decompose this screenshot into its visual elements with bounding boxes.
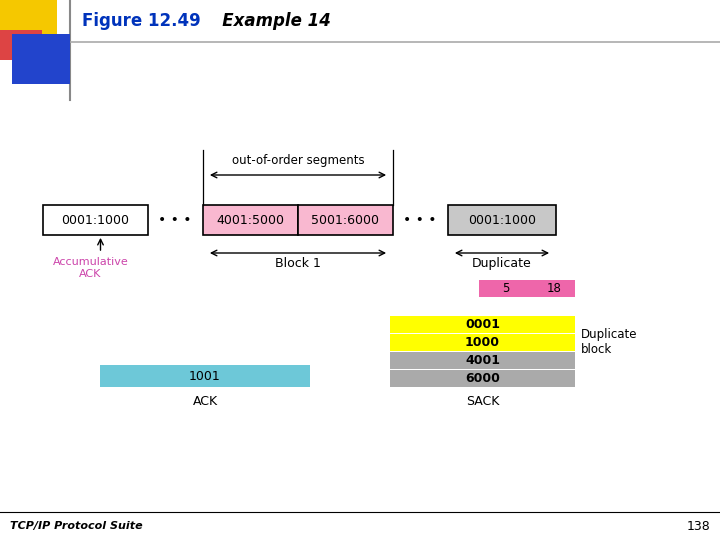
Bar	[43, 205, 148, 235]
Text: 5001:6000: 5001:6000	[312, 213, 379, 226]
Text: SACK: SACK	[466, 395, 499, 408]
Text: Accumulative
ACK: Accumulative ACK	[53, 257, 128, 279]
Bar	[390, 352, 575, 369]
Text: 4001:5000: 4001:5000	[217, 213, 284, 226]
Bar	[390, 334, 575, 351]
Text: ACK: ACK	[192, 395, 217, 408]
Text: 6000: 6000	[465, 372, 500, 385]
Text: 0001:1000: 0001:1000	[468, 213, 536, 226]
Text: • • •: • • •	[158, 213, 192, 227]
Text: • • •: • • •	[403, 213, 437, 227]
Bar	[479, 280, 575, 297]
Text: 0001: 0001	[465, 318, 500, 331]
Text: 138: 138	[686, 519, 710, 532]
Text: Block 1: Block 1	[275, 257, 321, 270]
Text: 4001: 4001	[465, 354, 500, 367]
Text: 1001: 1001	[189, 369, 221, 382]
Text: out-of-order segments: out-of-order segments	[232, 154, 364, 167]
Bar	[12, 34, 70, 84]
Text: Duplicate: Duplicate	[472, 257, 532, 270]
Bar	[203, 205, 298, 235]
Bar	[298, 205, 393, 235]
Text: Example 14: Example 14	[205, 12, 331, 30]
Bar	[100, 365, 310, 387]
Text: 5: 5	[502, 282, 510, 295]
Text: 1000: 1000	[465, 336, 500, 349]
Bar	[0, 30, 42, 60]
Text: TCP/IP Protocol Suite: TCP/IP Protocol Suite	[10, 521, 143, 531]
Bar	[390, 316, 575, 333]
Text: 18: 18	[546, 282, 562, 295]
Bar	[0, 0, 57, 38]
Bar	[448, 205, 556, 235]
Bar	[390, 370, 575, 387]
Text: Duplicate
block: Duplicate block	[581, 328, 637, 356]
Text: Figure 12.49: Figure 12.49	[82, 12, 201, 30]
Text: 0001:1000: 0001:1000	[61, 213, 130, 226]
